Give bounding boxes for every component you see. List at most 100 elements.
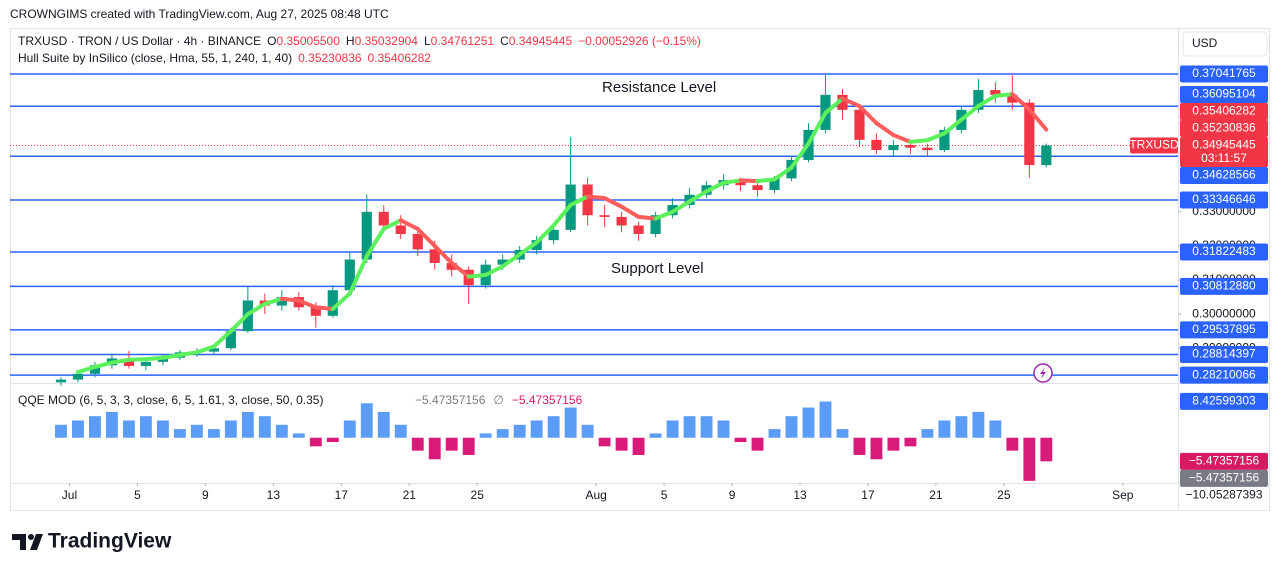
indicator-value: 0.35230836 (298, 51, 362, 65)
candle-body (276, 297, 287, 306)
alert-bolt[interactable] (1040, 367, 1046, 379)
hull-segment (993, 92, 1015, 98)
candle-body (633, 225, 644, 234)
price-badge-label: 0.35406282 (1192, 104, 1256, 118)
hull-segment (534, 223, 556, 245)
candle-body (905, 144, 916, 148)
qqe-badge-label: −10.05287393 (1185, 488, 1262, 502)
qqe-bar (819, 401, 832, 438)
hull-segment (245, 301, 267, 317)
qqe-bar (598, 437, 611, 447)
price-badge (1180, 119, 1268, 137)
qqe-bar (241, 411, 254, 438)
candle-body (361, 211, 372, 260)
hull-segment (347, 254, 369, 296)
annotation: Support Level (611, 260, 704, 277)
qqe-bar (1040, 437, 1053, 462)
hull-segment (755, 177, 777, 184)
ohlc-value: 0.34761251 (431, 34, 495, 48)
candle-body (837, 94, 848, 110)
hull-segment (891, 133, 913, 144)
hull-segment (432, 243, 454, 265)
price-badge-label: 0.36095104 (1192, 87, 1256, 101)
qqe-badge (1180, 469, 1268, 487)
candle-body (72, 373, 84, 380)
price-badge-label: 0.29537895 (1192, 322, 1256, 336)
qqe-bar (207, 429, 220, 438)
qqe-bar (190, 424, 203, 438)
hull-segment (381, 218, 403, 231)
qqe-title: QQE MOD (6, 5, 3, 3, close, 6, 5, 1.61, … (18, 393, 323, 407)
price-badge-label: 0.31822483 (1192, 244, 1256, 258)
price-badge-label: 0.28210066 (1192, 367, 1256, 381)
qqe-bar (989, 420, 1002, 438)
currency-button[interactable] (1182, 31, 1268, 57)
candle-body (429, 249, 440, 263)
qqe-bar (258, 416, 271, 438)
qqe-bar (836, 429, 849, 438)
annotation: Resistance Level (602, 79, 716, 96)
x-tick-label: 25 (997, 488, 1011, 502)
ohlc-value: 0.35005500 (277, 34, 341, 48)
candle-body (599, 215, 610, 217)
candle-body (939, 129, 950, 151)
countdown: 03:11:57 (1201, 151, 1247, 165)
qqe-bar (734, 437, 747, 443)
qqe-bar (309, 437, 322, 447)
hull-segment (874, 121, 896, 138)
price-badge (1180, 191, 1268, 209)
qqe-bar (887, 437, 900, 451)
candle-body (225, 331, 236, 349)
qqe-bar (173, 429, 186, 438)
qqe-bar (547, 416, 560, 438)
qqe-bar (955, 416, 968, 438)
candle-body (327, 290, 338, 316)
qqe-bar (224, 420, 237, 438)
hull-segment (109, 357, 131, 365)
qqe-badge-label: −5.47357156 (1189, 471, 1260, 485)
hull-segment (738, 178, 760, 184)
candle-body (735, 180, 746, 186)
hull-segment (517, 240, 539, 257)
candle-body (395, 225, 406, 234)
hull-segment (330, 291, 352, 311)
qqe-bar (55, 424, 67, 438)
x-tick-label: Aug (585, 488, 606, 502)
x-tick-label: 17 (335, 488, 349, 502)
qqe-bar (292, 433, 305, 438)
price-badge (1180, 85, 1268, 103)
y-tick-label: 0.30000000 (1192, 306, 1256, 320)
qqe-bar (411, 437, 424, 451)
qqe-bar (496, 429, 509, 438)
candle-body (888, 144, 899, 151)
qqe-badge-label: −5.47357156 (1189, 454, 1260, 468)
hull-segment (143, 355, 165, 362)
alert-icon[interactable] (1033, 363, 1053, 383)
currency[interactable]: USD (1192, 36, 1218, 50)
candle-body (1007, 94, 1018, 103)
price-badge-label: 0.35230836 (1192, 121, 1256, 135)
hull-segment (857, 104, 879, 126)
qqe-bar (360, 403, 373, 438)
qqe-bar (530, 420, 543, 438)
ohlc-key: C (500, 34, 509, 48)
qqe-bar (343, 420, 356, 438)
candle-body (378, 211, 389, 226)
symbol-badge-label: TRXUSD (1129, 138, 1179, 152)
hull-segment (1027, 107, 1049, 132)
hull-segment (585, 194, 607, 201)
hull-segment (959, 104, 981, 122)
qqe-bar (649, 433, 662, 438)
qqe-bar (564, 407, 577, 438)
hull-segment (789, 141, 811, 170)
qqe-bar (581, 424, 594, 438)
candle-body (582, 184, 593, 216)
hull-segment (823, 96, 845, 115)
qqe-value: −5.47357156 (415, 393, 486, 407)
qqe-bar (428, 437, 441, 460)
candle-body (412, 233, 423, 250)
price-badge (1180, 243, 1268, 261)
candle-body (616, 216, 627, 226)
